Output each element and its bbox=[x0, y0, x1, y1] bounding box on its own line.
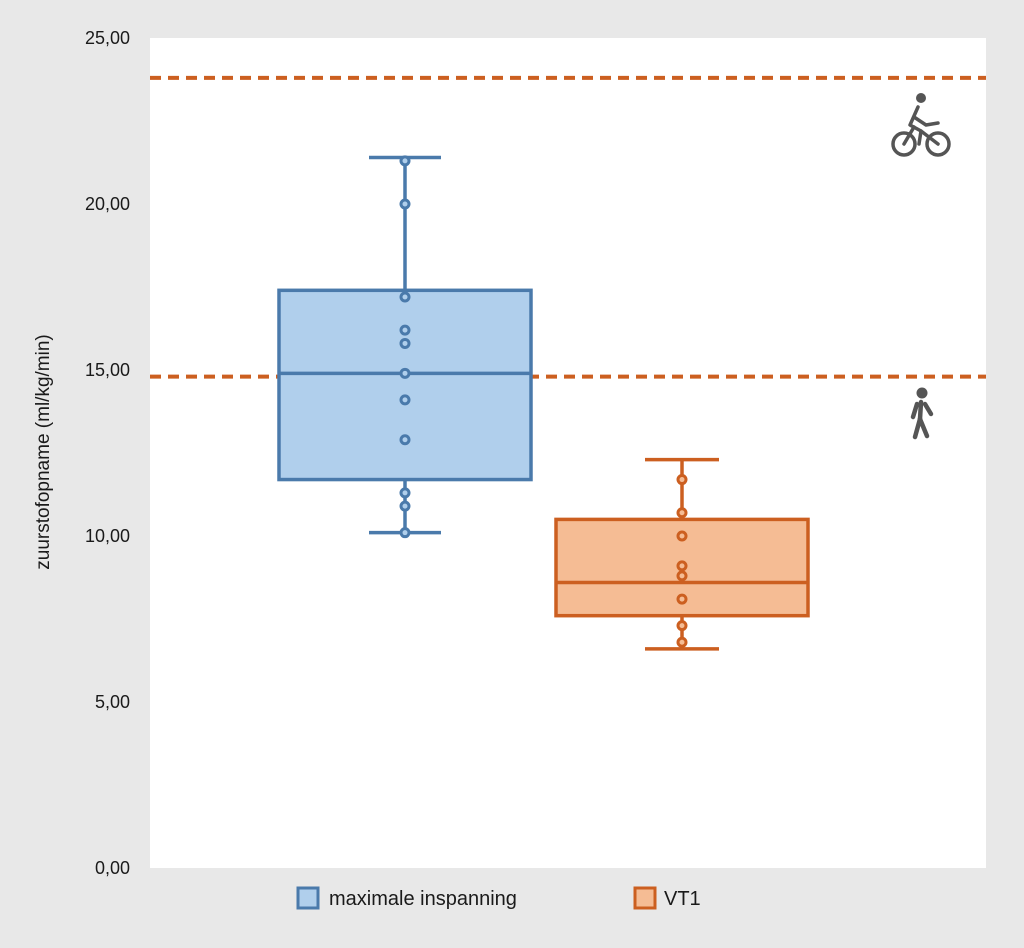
y-tick-label: 20,00 bbox=[85, 194, 130, 214]
box-body bbox=[277, 288, 533, 482]
box-series bbox=[277, 155, 810, 651]
y-axis-label: zuurstofopname (ml/kg/min) bbox=[33, 334, 54, 569]
reference-lines bbox=[150, 75, 986, 379]
data-point bbox=[676, 530, 688, 542]
data-point bbox=[676, 560, 688, 572]
data-point bbox=[676, 636, 688, 648]
data-point bbox=[399, 337, 411, 349]
data-point bbox=[399, 500, 411, 512]
box-vt1 bbox=[554, 457, 810, 651]
legend: maximale inspanning VT1 bbox=[296, 886, 701, 910]
data-point bbox=[399, 527, 411, 539]
data-point bbox=[399, 394, 411, 406]
legend-label-vt1: VT1 bbox=[664, 888, 701, 910]
legend-label-maximale-inspanning: maximale inspanning bbox=[329, 888, 517, 910]
data-point bbox=[676, 620, 688, 632]
data-point bbox=[676, 593, 688, 605]
y-tick-label: 10,00 bbox=[85, 526, 130, 546]
box-maximale-inspanning bbox=[277, 155, 533, 539]
data-point bbox=[399, 198, 411, 210]
data-point bbox=[399, 487, 411, 499]
y-tick-label: 25,00 bbox=[85, 28, 130, 48]
data-point bbox=[399, 324, 411, 336]
data-point bbox=[399, 155, 411, 167]
data-point bbox=[676, 474, 688, 486]
legend-swatch-vt1 bbox=[633, 886, 657, 910]
walker-icon bbox=[910, 387, 934, 440]
legend-swatch-maximale-inspanning bbox=[296, 886, 320, 910]
plot-area bbox=[150, 38, 986, 868]
y-tick-label: 15,00 bbox=[85, 360, 130, 380]
data-point bbox=[399, 291, 411, 303]
data-point bbox=[676, 570, 688, 582]
data-point bbox=[676, 507, 688, 519]
data-point bbox=[399, 434, 411, 446]
cyclist-icon bbox=[891, 93, 951, 157]
y-tick-label: 0,00 bbox=[95, 858, 130, 878]
y-tick-label: 5,00 bbox=[95, 692, 130, 712]
data-point bbox=[399, 367, 411, 379]
y-axis-ticks: 0,00 5,00 10,00 15,00 20,00 25,00 bbox=[85, 28, 130, 878]
